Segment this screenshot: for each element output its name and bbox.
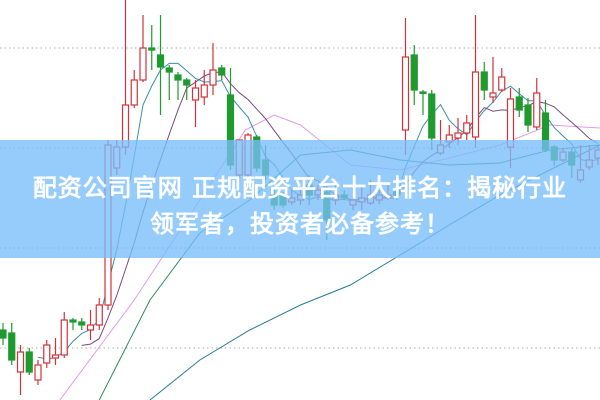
candle-up <box>209 69 217 86</box>
candle-up <box>200 84 208 98</box>
candle-up <box>95 304 103 326</box>
title-line-1: 配资公司官网 正规配资平台十大排名：揭秘行业 <box>32 174 568 202</box>
candle-down <box>69 319 77 323</box>
candle-up <box>454 132 462 139</box>
candle-down <box>25 351 33 373</box>
candle-up <box>489 92 497 98</box>
candle-down <box>515 96 523 111</box>
candle-up <box>401 56 410 131</box>
candle-down <box>480 71 488 91</box>
candle-down <box>174 74 182 81</box>
candle-up <box>191 87 200 101</box>
candle-down <box>428 93 436 139</box>
candle-up <box>86 324 95 331</box>
candle-up <box>139 47 147 81</box>
candle-up <box>60 319 68 356</box>
candle-down <box>419 91 427 95</box>
candle-down <box>218 67 226 76</box>
candle-up <box>51 354 60 359</box>
candle-down <box>8 332 16 361</box>
candle-down <box>148 47 156 51</box>
candle-up <box>130 79 138 106</box>
candle-down <box>78 321 86 326</box>
candle-down <box>165 67 173 73</box>
candle-up <box>533 92 541 128</box>
candle-up <box>16 351 25 373</box>
candle-down <box>410 54 418 91</box>
candle-down <box>0 329 7 339</box>
candle-up <box>43 344 51 364</box>
candle-down <box>156 54 165 68</box>
candle-down <box>524 104 532 126</box>
candle-down <box>183 79 191 86</box>
candle-up <box>34 364 42 381</box>
candle-up <box>463 122 471 134</box>
title-banner: 配资公司官网 正规配资平台十大排名：揭秘行业 领军者，投资者必备参考！ <box>0 140 600 258</box>
title-line-2: 领军者，投资者必备参考！ <box>150 210 450 238</box>
candle-up <box>471 71 480 138</box>
candle-up <box>498 76 506 91</box>
